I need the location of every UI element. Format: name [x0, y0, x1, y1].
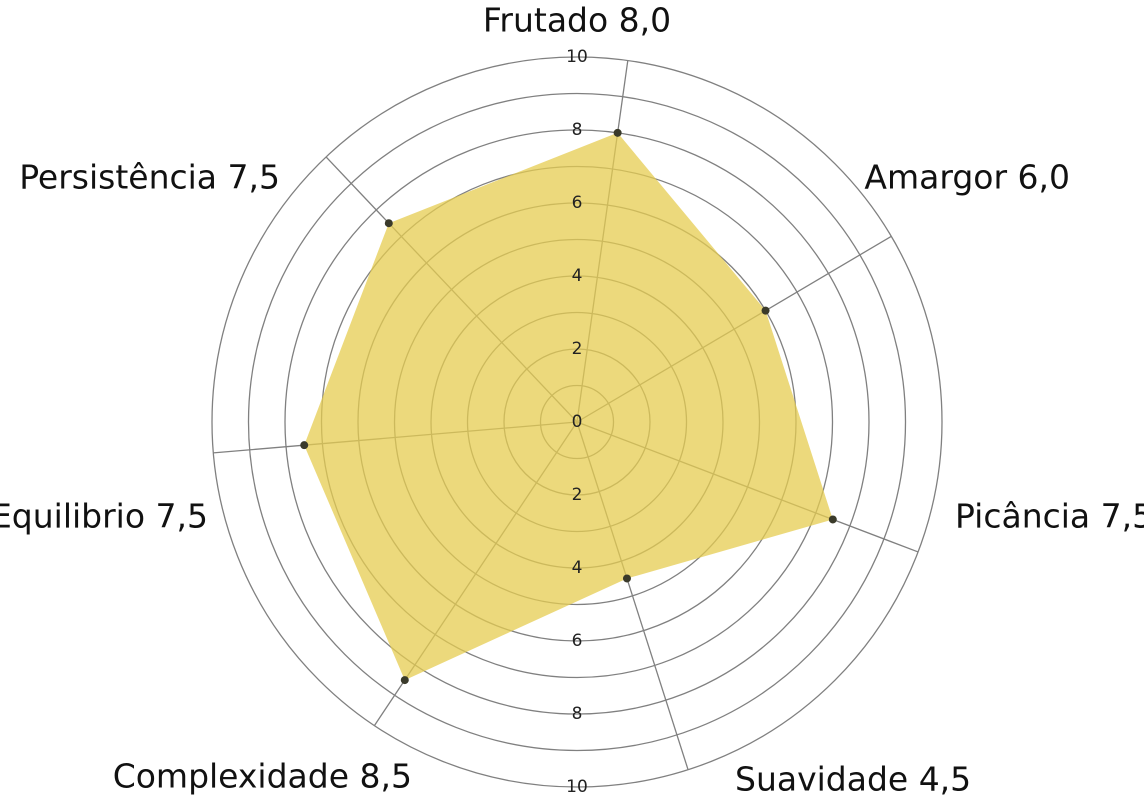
data-point [613, 128, 622, 137]
grid-ring [284, 129, 870, 715]
tick-label: 10 [566, 47, 588, 67]
tick-label: 0 [572, 412, 583, 432]
axis-label: Amargor 6,0 [864, 158, 1070, 197]
tick-label: 2 [572, 339, 583, 359]
tick-label: 10 [566, 777, 588, 797]
axis-label: Suavidade 4,5 [735, 760, 971, 799]
tick-label: 6 [572, 193, 583, 213]
grid-ring [247, 92, 907, 752]
tick-label: 4 [572, 266, 583, 286]
radial-tick-labels: 0 2 2 4 4 6 6 8 8 10 10 [566, 47, 588, 797]
data-points [300, 128, 837, 685]
tick-label: 8 [572, 120, 583, 140]
data-point [300, 441, 309, 450]
axis-label: Equilibrio 7,5 [0, 497, 208, 536]
axis-label: Complexidade 8,5 [113, 757, 412, 796]
axis-label: Picância 7,5 [955, 497, 1144, 536]
data-point [384, 219, 393, 228]
data-point [400, 676, 409, 685]
data-point [622, 574, 631, 583]
data-area [304, 132, 833, 681]
data-point [761, 306, 770, 315]
tick-label: 8 [572, 704, 583, 724]
tick-label: 4 [572, 558, 583, 578]
tick-label: 6 [572, 631, 583, 651]
grid-ring [211, 56, 943, 788]
data-point [828, 515, 837, 524]
axis-label: Frutado 8,0 [483, 1, 671, 40]
axis-label: Persistência 7,5 [19, 158, 280, 197]
tick-label: 2 [572, 485, 583, 505]
